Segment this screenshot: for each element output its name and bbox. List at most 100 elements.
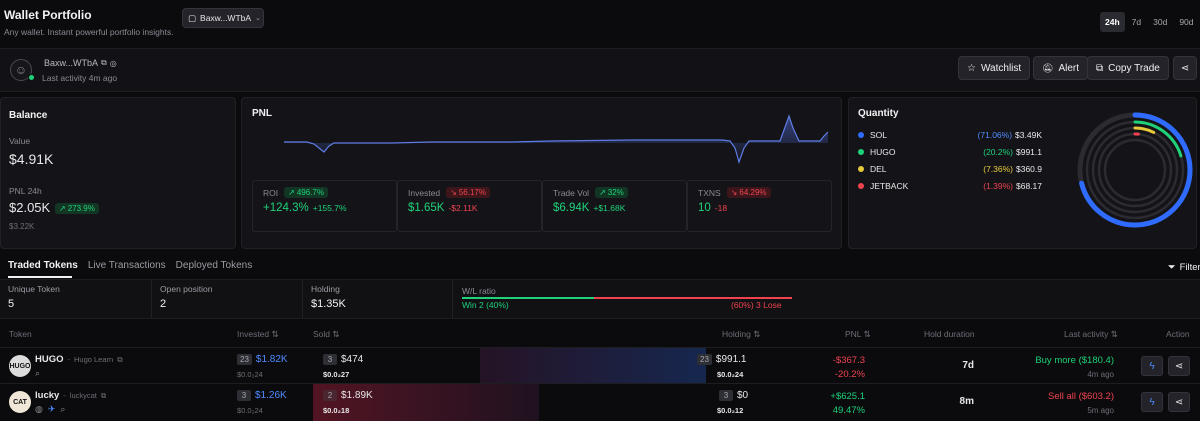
- link-icon[interactable]: ◎: [109, 58, 117, 68]
- wl-win-fill: [462, 297, 594, 299]
- balance-value: $4.91K: [9, 151, 54, 167]
- holding-amount: $991.1: [715, 354, 747, 365]
- th-holding[interactable]: Holding ⇅: [722, 329, 761, 339]
- row-share-button[interactable]: ⋖: [1168, 356, 1190, 376]
- share-button[interactable]: ⋖: [1173, 56, 1197, 80]
- pnl-percent: -20.2%: [834, 369, 865, 380]
- time-range-group: 24h 7d 30d 90d: [1100, 12, 1199, 32]
- share-icon: ⋖: [1174, 396, 1184, 408]
- trade-vol-badge: ↗ 32%: [595, 187, 628, 198]
- chevron-down-icon: ⌄: [255, 15, 261, 22]
- quantity-row-jetback: JETBACK (1.39%) $68.17: [858, 179, 1042, 193]
- token-name: HUGO - Hugo Learn ⧉: [35, 354, 123, 365]
- th-action: Action: [1166, 329, 1190, 339]
- table-row[interactable]: HUGO HUGO - Hugo Learn ⧉ ⌕ 23 $1.82K $0.…: [0, 347, 1200, 384]
- jetback-value: $68.17: [1016, 181, 1042, 191]
- range-90d[interactable]: 90d: [1179, 17, 1194, 27]
- value-label: Value: [9, 136, 31, 146]
- pnl-title: PNL: [252, 108, 272, 119]
- token-symbol[interactable]: lucky: [35, 390, 60, 401]
- pnl-24h-sub: $3.22K: [9, 222, 35, 231]
- holding-price: $0.0₂24: [717, 370, 744, 379]
- tab-live-transactions[interactable]: Live Transactions: [87, 260, 166, 271]
- ring-track: [1103, 138, 1167, 202]
- txns-badge-value: 64.29%: [739, 188, 767, 197]
- txns-sub: -18: [714, 203, 728, 213]
- jetback-pct: (1.39%): [983, 181, 1013, 191]
- del-name: DEL: [870, 164, 887, 174]
- pnl-percent: 49.47%: [832, 405, 865, 416]
- hold-duration: 8m: [959, 396, 974, 407]
- quick-buy-button[interactable]: ϟ: [1141, 356, 1163, 376]
- ring-arc-hugo: [1085, 120, 1185, 220]
- pnl-amount: -$367.3: [832, 355, 865, 366]
- win-text: Win 2 (40%): [462, 300, 509, 310]
- row-share-button[interactable]: ⋖: [1168, 392, 1190, 412]
- roi-stat: ROI ↗ 496.7% +124.3% +155.7%: [252, 180, 397, 232]
- invested-stat: Invested ↘ 56.17% $1.65K -$2.11K: [397, 180, 542, 232]
- unique-token-value: 5: [8, 298, 15, 310]
- invested-price: $0.0₂24: [237, 406, 263, 415]
- trade-vol-sub: +$1.68K: [593, 203, 626, 213]
- pnl-amount: +$625.1: [830, 391, 865, 402]
- ring-arc-sol: [1077, 112, 1193, 228]
- row-flow-bar: [313, 384, 539, 421]
- online-status-dot: [28, 74, 35, 81]
- globe-icon[interactable]: ◍: [35, 404, 43, 414]
- roi-badge: ↗ 496.7%: [284, 187, 328, 198]
- th-sold[interactable]: Sold ⇅: [313, 329, 340, 339]
- invested-badge: ↘ 56.17%: [446, 187, 490, 198]
- balance-card: [0, 97, 236, 249]
- search-icon[interactable]: ⌕: [35, 368, 41, 378]
- last-activity-time: 5m ago: [1087, 406, 1114, 415]
- alert-button[interactable]: 🔕︎ Alert: [1033, 56, 1088, 80]
- sol-value: $3.49K: [1015, 130, 1042, 140]
- range-30d[interactable]: 30d: [1153, 17, 1168, 27]
- range-24h[interactable]: 24h: [1100, 12, 1125, 32]
- page-title: Wallet Portfolio: [4, 8, 92, 22]
- tab-traded-tokens[interactable]: Traded Tokens: [8, 260, 78, 271]
- quantity-row-del: DEL (7.36%) $360.9: [858, 162, 1042, 176]
- hugo-pct: (20.2%): [983, 147, 1013, 157]
- active-tab-indicator: [8, 276, 72, 278]
- last-activity-action[interactable]: Sell all ($603.2): [1047, 391, 1114, 402]
- unique-token-label: Unique Token: [8, 284, 60, 294]
- copy-icon[interactable]: ⧉: [101, 58, 107, 67]
- quantity-row-sol: SOL (71.06%) $3.49K: [858, 128, 1042, 142]
- wallet-selector[interactable]: ▢ Baxw...WTbA ⌄: [182, 8, 264, 28]
- telegram-icon[interactable]: ✈: [47, 404, 56, 414]
- table-row[interactable]: CAT lucky - luckycat ⧉ ◍ ✈ ⌕ 3 $1.26K $0…: [0, 383, 1200, 421]
- arrow-up-icon: ↗: [599, 188, 606, 197]
- token-icon: HUGO: [9, 355, 31, 377]
- th-last-activity[interactable]: Last activity ⇅: [1064, 329, 1118, 339]
- hugo-name: HUGO: [870, 147, 896, 157]
- range-7d[interactable]: 7d: [1131, 17, 1142, 27]
- th-pnl-label: PNL: [845, 329, 862, 339]
- watchlist-button[interactable]: ☆ Watchlist: [958, 56, 1031, 80]
- th-sold-label: Sold: [313, 329, 331, 339]
- balance-title: Balance: [9, 110, 48, 121]
- copy-trade-button[interactable]: ⧉ Copy Trade: [1087, 56, 1169, 80]
- roi-value: +124.3%: [263, 202, 309, 214]
- quick-buy-button[interactable]: ϟ: [1141, 392, 1163, 412]
- arrow-up-icon: ↗: [59, 204, 66, 213]
- last-activity-action[interactable]: Buy more ($180.4): [1035, 355, 1114, 366]
- th-invested[interactable]: Invested ⇅: [237, 329, 279, 339]
- txns-label: TXNS: [698, 187, 721, 198]
- del-value: $360.9: [1016, 164, 1042, 174]
- th-pnl[interactable]: PNL ⇅: [845, 329, 871, 339]
- search-icon[interactable]: ⌕: [60, 404, 66, 414]
- bell-off-icon: 🔕︎: [1042, 62, 1054, 73]
- sol-name: SOL: [870, 130, 888, 140]
- copy-icon[interactable]: ⧉: [100, 391, 107, 400]
- holding-amount: $0: [737, 390, 749, 401]
- del-swatch: [858, 166, 864, 172]
- roi-sub: +155.7%: [312, 203, 347, 213]
- filter-button[interactable]: ⏷ Filter: [1168, 262, 1200, 273]
- lose-text: (60%) 3 Lose: [731, 300, 782, 310]
- tab-deployed-tokens[interactable]: Deployed Tokens: [175, 260, 253, 271]
- copy-icon[interactable]: ⧉: [117, 355, 123, 364]
- alert-label: Alert: [1058, 62, 1079, 74]
- hugo-value: $991.1: [1016, 147, 1042, 157]
- token-symbol[interactable]: HUGO: [35, 354, 64, 365]
